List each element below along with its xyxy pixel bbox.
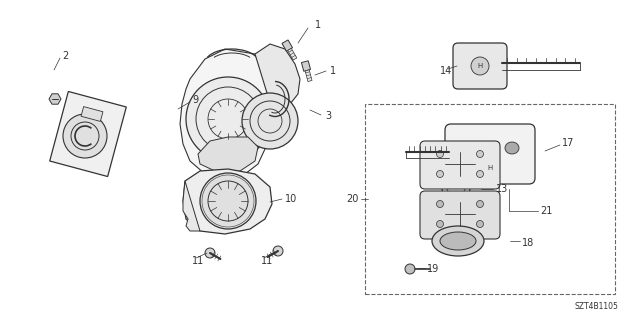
Ellipse shape — [483, 142, 497, 154]
FancyBboxPatch shape — [420, 141, 500, 189]
Text: H: H — [488, 165, 493, 171]
Text: 18: 18 — [522, 238, 534, 248]
Circle shape — [405, 264, 415, 274]
Ellipse shape — [461, 142, 475, 154]
Circle shape — [436, 220, 444, 227]
Polygon shape — [288, 48, 297, 60]
Circle shape — [436, 201, 444, 207]
Circle shape — [242, 93, 298, 149]
Text: 9: 9 — [192, 95, 198, 105]
Text: 11: 11 — [261, 256, 273, 266]
Polygon shape — [255, 44, 300, 119]
Text: 1: 1 — [330, 66, 336, 76]
Polygon shape — [180, 49, 285, 179]
Text: 2: 2 — [62, 51, 68, 61]
Polygon shape — [183, 169, 272, 234]
Circle shape — [436, 151, 444, 158]
Circle shape — [186, 77, 270, 161]
Text: 21: 21 — [540, 206, 552, 216]
Circle shape — [477, 170, 483, 177]
Text: 20: 20 — [346, 194, 358, 204]
Circle shape — [63, 114, 107, 158]
Text: 14: 14 — [440, 66, 452, 76]
Circle shape — [477, 201, 483, 207]
Polygon shape — [183, 181, 200, 231]
FancyBboxPatch shape — [453, 43, 507, 89]
Circle shape — [436, 170, 444, 177]
Circle shape — [481, 159, 499, 177]
Polygon shape — [50, 92, 126, 176]
Circle shape — [471, 57, 489, 75]
Ellipse shape — [505, 142, 519, 154]
Bar — [365, 104, 615, 294]
Polygon shape — [305, 70, 312, 82]
Circle shape — [200, 173, 256, 229]
Text: 19: 19 — [427, 264, 439, 274]
Polygon shape — [282, 40, 292, 51]
Text: 10: 10 — [285, 194, 297, 204]
FancyBboxPatch shape — [420, 191, 500, 239]
Text: 11: 11 — [192, 256, 204, 266]
Circle shape — [477, 220, 483, 227]
Polygon shape — [49, 94, 61, 104]
Polygon shape — [301, 61, 310, 71]
Polygon shape — [81, 107, 103, 122]
Text: 1: 1 — [315, 20, 321, 30]
Circle shape — [273, 246, 283, 256]
Ellipse shape — [440, 232, 476, 250]
Ellipse shape — [432, 226, 484, 256]
Text: 3: 3 — [325, 111, 331, 121]
Text: H: H — [477, 63, 483, 69]
Text: 17: 17 — [562, 138, 574, 148]
Text: 13: 13 — [496, 184, 508, 194]
Circle shape — [477, 151, 483, 158]
Text: SZT4B1105: SZT4B1105 — [574, 302, 618, 311]
FancyBboxPatch shape — [445, 124, 535, 184]
Polygon shape — [198, 137, 258, 171]
Circle shape — [205, 248, 215, 258]
